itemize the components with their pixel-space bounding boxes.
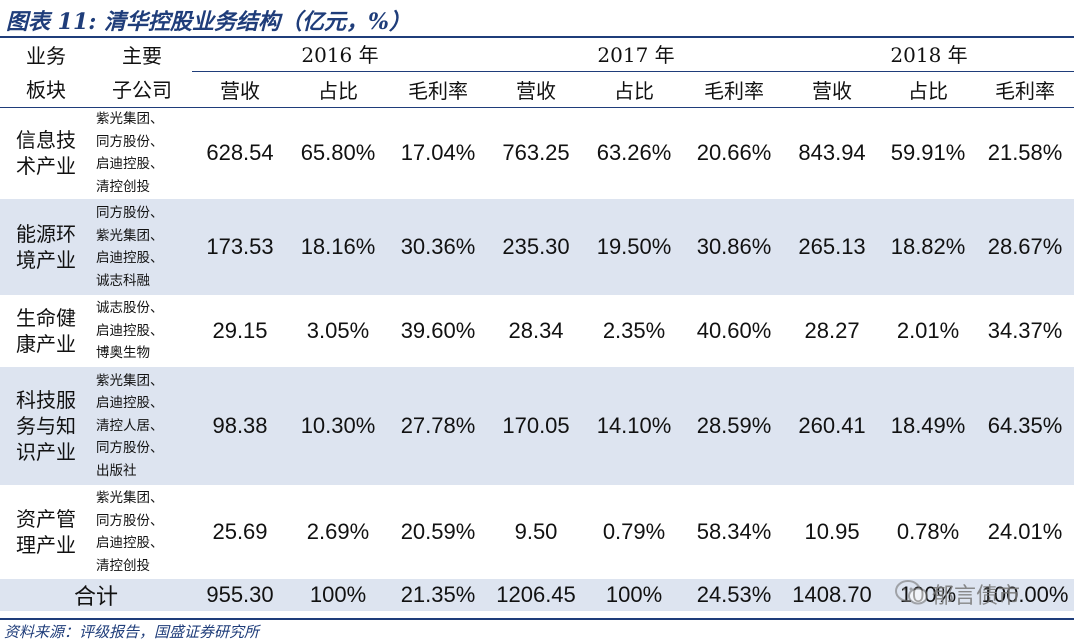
value-cell: 2.35% bbox=[602, 318, 666, 343]
table-row: 资产管 理产业 紫光集团、 同方股份、 启迪控股、 清控创投 25.69 2.69% … bbox=[0, 485, 1074, 579]
source-note: 资料来源：评级报告，国盛证券研究所 bbox=[4, 623, 260, 641]
value-cell: 0.79% bbox=[602, 519, 666, 544]
header-segment-line1: 业务 bbox=[26, 43, 66, 68]
total-value: 100% bbox=[584, 579, 685, 611]
segment-cell: 科技服 务与知 识产业 bbox=[0, 367, 92, 485]
value-cell: 39.60% bbox=[400, 318, 476, 343]
value-cell: 2.69% bbox=[306, 519, 370, 544]
header-revenue: 营收 bbox=[784, 71, 881, 108]
value-cell: 24.01% bbox=[987, 519, 1063, 544]
value-cell: 18.49% bbox=[880, 367, 977, 485]
value-cell: 265.13 bbox=[784, 199, 881, 295]
value-cell: 10.95 bbox=[804, 519, 860, 544]
value-cell: 98.38 bbox=[192, 367, 288, 485]
value-cell: 63.26% bbox=[596, 140, 672, 166]
value-cell: 30.86% bbox=[684, 199, 785, 295]
segment-cell: 资产管 理产业 bbox=[16, 507, 76, 557]
total-value: 955.30 bbox=[192, 579, 288, 611]
value-cell: 59.91% bbox=[890, 140, 966, 166]
value-cell: 10.30% bbox=[288, 367, 388, 485]
value-cell: 2.01% bbox=[896, 318, 960, 343]
title-bar: 图表 11: 清华控股业务结构（亿元，%） bbox=[0, 0, 1074, 38]
value-cell: 30.36% bbox=[388, 199, 489, 295]
header-year-2018: 2018 年 bbox=[784, 37, 1074, 72]
table-row: 科技服 务与知 识产业 紫光集团、 启迪控股、 清控人居、 同方股份、 出版社 98.3… bbox=[0, 367, 1074, 485]
value-cell: 29.15 bbox=[212, 318, 268, 343]
header-share: 占比 bbox=[584, 71, 685, 108]
business-structure-table: 业务 主要 2016 年 2017 年 2018 年 板块 子公司 营收 占比 … bbox=[0, 37, 1074, 611]
subsidiaries-cell: 同方股份、 紫光集团、 启迪控股、 诚志科融 bbox=[92, 199, 192, 295]
value-cell: 58.34% bbox=[696, 519, 772, 544]
value-cell: 843.94 bbox=[798, 140, 866, 166]
total-value: 1206.45 bbox=[488, 579, 585, 611]
total-value: 100% bbox=[880, 579, 977, 611]
source-bar: 资料来源：评级报告，国盛证券研究所 bbox=[0, 618, 1074, 644]
subsidiaries-cell: 诚志股份、 启迪控股、 博奥生物 bbox=[96, 300, 164, 362]
watermark-text: 郁言债市 bbox=[932, 584, 1021, 609]
value-cell: 65.80% bbox=[300, 140, 376, 166]
header-margin: 毛利率 bbox=[388, 71, 489, 108]
watermark: 郁言债市 bbox=[890, 576, 1070, 610]
value-cell: 27.78% bbox=[388, 367, 489, 485]
chat-bubble-icon bbox=[895, 580, 928, 605]
total-value: 24.53% bbox=[684, 579, 785, 611]
value-cell: 28.59% bbox=[684, 367, 785, 485]
value-cell: 28.34 bbox=[508, 318, 564, 343]
value-cell: 235.30 bbox=[488, 199, 585, 295]
subsidiaries-cell: 紫光集团、 启迪控股、 清控人居、 同方股份、 出版社 bbox=[92, 367, 192, 485]
table-row: 信息技 术产业 紫光集团、 同方股份、 启迪控股、 清控创投 628.54 65.80… bbox=[0, 107, 1074, 199]
segment-cell: 信息技 术产业 bbox=[16, 128, 76, 179]
value-cell: 260.41 bbox=[784, 367, 881, 485]
header-year-2016: 2016 年 bbox=[192, 37, 489, 72]
value-cell: 20.66% bbox=[696, 140, 772, 166]
table-row: 能源环 境产业 同方股份、 紫光集团、 启迪控股、 诚志科融 173.53 18.16… bbox=[0, 199, 1074, 295]
subsidiaries-cell: 紫光集团、 同方股份、 启迪控股、 清控创投 bbox=[96, 111, 164, 195]
header-revenue: 营收 bbox=[488, 71, 585, 108]
value-cell: 173.53 bbox=[192, 199, 288, 295]
total-value: 100.00% bbox=[976, 579, 1074, 611]
header-segment-line2: 板块 bbox=[0, 71, 92, 108]
value-cell: 763.25 bbox=[502, 140, 570, 166]
header-margin: 毛利率 bbox=[684, 71, 785, 108]
value-cell: 28.27 bbox=[804, 318, 860, 343]
header-subsidiary-line1: 主要 bbox=[122, 43, 162, 68]
total-value: 21.35% bbox=[388, 579, 489, 611]
header-share: 占比 bbox=[288, 71, 388, 108]
header-share: 占比 bbox=[880, 71, 977, 108]
header-margin: 毛利率 bbox=[976, 71, 1074, 108]
value-cell: 9.50 bbox=[514, 519, 558, 544]
value-cell: 14.10% bbox=[584, 367, 685, 485]
value-cell: 628.54 bbox=[206, 140, 274, 166]
total-row: 合计 955.30 100% 21.35% 1206.45 100% 24.53… bbox=[0, 579, 1074, 611]
value-cell: 17.04% bbox=[400, 140, 476, 166]
value-cell: 170.05 bbox=[488, 367, 585, 485]
table-row: 生命健 康产业 诚志股份、 启迪控股、 博奥生物 29.15 3.05% 39.60… bbox=[0, 295, 1074, 367]
value-cell: 28.67% bbox=[976, 199, 1074, 295]
value-cell: 64.35% bbox=[976, 367, 1074, 485]
header-year-2017: 2017 年 bbox=[488, 37, 785, 72]
value-cell: 21.58% bbox=[987, 140, 1063, 166]
value-cell: 40.60% bbox=[696, 318, 772, 343]
total-value: 100% bbox=[288, 579, 388, 611]
value-cell: 25.69 bbox=[212, 519, 268, 544]
value-cell: 0.78% bbox=[896, 519, 960, 544]
header-subsidiary-line2: 子公司 bbox=[92, 71, 192, 108]
segment-cell: 生命健 康产业 bbox=[16, 306, 76, 356]
segment-cell: 能源环 境产业 bbox=[0, 199, 92, 295]
subsidiaries-cell: 紫光集团、 同方股份、 启迪控股、 清控创投 bbox=[96, 490, 164, 574]
value-cell: 18.16% bbox=[288, 199, 388, 295]
total-label: 合计 bbox=[0, 579, 192, 611]
value-cell: 34.37% bbox=[987, 318, 1063, 343]
total-value: 1408.70 bbox=[784, 579, 881, 611]
value-cell: 19.50% bbox=[584, 199, 685, 295]
value-cell: 3.05% bbox=[306, 318, 370, 343]
header-revenue: 营收 bbox=[192, 71, 288, 108]
value-cell: 18.82% bbox=[880, 199, 977, 295]
value-cell: 20.59% bbox=[400, 519, 476, 544]
figure-title: 图表 11: 清华控股业务结构（亿元，%） bbox=[6, 9, 411, 35]
